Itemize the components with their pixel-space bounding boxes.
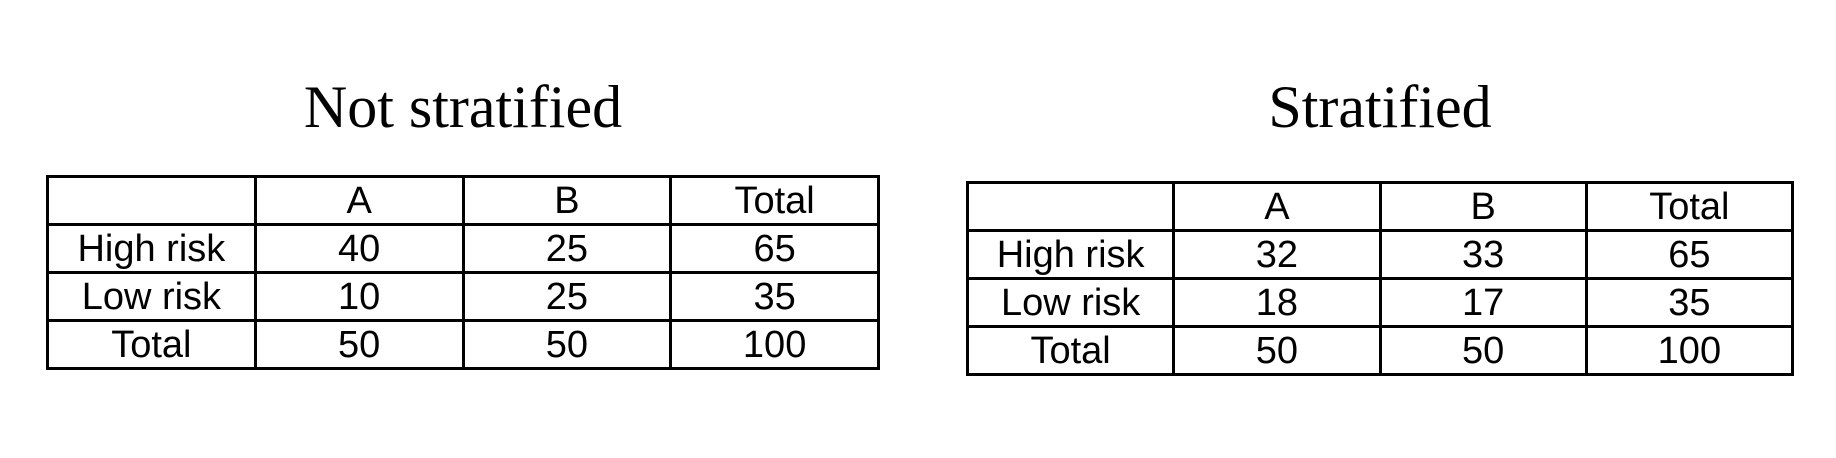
table-row-high-risk: High risk 32 33 65 (965, 229, 1795, 280)
cell-low-risk-b: 25 (461, 271, 673, 322)
cell-high-risk-total: 65 (669, 223, 880, 274)
stratified-title: Stratified (1268, 74, 1492, 140)
table-header-row: A B Total (965, 181, 1795, 232)
cell-total-a: 50 (1172, 325, 1382, 376)
cell-low-risk-total: 35 (1584, 277, 1795, 328)
cell-total-total: 100 (669, 319, 880, 370)
header-cell-total: Total (669, 175, 880, 226)
header-cell-b: B (461, 175, 673, 226)
table-row-low-risk: Low risk 10 25 35 (46, 271, 880, 322)
cell-low-risk-total: 35 (669, 271, 880, 322)
cell-total-a: 50 (253, 319, 465, 370)
not-stratified-panel: Not stratified A B Total High risk 40 25… (46, 72, 880, 370)
table-row-high-risk: High risk 40 25 65 (46, 223, 880, 274)
stratified-panel: Stratified A B Total High risk 32 33 65 … (965, 72, 1795, 376)
cell-total-b: 50 (461, 319, 673, 370)
cell-high-risk-a: 32 (1172, 229, 1382, 280)
table-row-total: Total 50 50 100 (46, 319, 880, 370)
cell-low-risk-b: 17 (1378, 277, 1588, 328)
table-header-row: A B Total (46, 175, 880, 226)
row-label-total: Total (965, 325, 1176, 376)
cell-high-risk-total: 65 (1584, 229, 1795, 280)
cell-low-risk-a: 10 (253, 271, 465, 322)
row-label-total: Total (46, 319, 257, 370)
cell-total-b: 50 (1378, 325, 1588, 376)
cell-high-risk-a: 40 (253, 223, 465, 274)
cell-high-risk-b: 33 (1378, 229, 1588, 280)
not-stratified-title: Not stratified (303, 74, 623, 140)
row-label-high-risk: High risk (46, 223, 257, 274)
row-label-high-risk: High risk (965, 229, 1176, 280)
stratified-table: A B Total High risk 32 33 65 Low risk 18… (965, 181, 1795, 376)
row-label-low-risk: Low risk (965, 277, 1176, 328)
header-cell-total: Total (1584, 181, 1795, 232)
row-label-low-risk: Low risk (46, 271, 257, 322)
header-cell-a: A (1172, 181, 1382, 232)
table-row-low-risk: Low risk 18 17 35 (965, 277, 1795, 328)
header-cell-a: A (253, 175, 465, 226)
cell-total-total: 100 (1584, 325, 1795, 376)
not-stratified-table: A B Total High risk 40 25 65 Low risk 10… (46, 175, 880, 370)
table-row-total: Total 50 50 100 (965, 325, 1795, 376)
header-cell-blank (46, 175, 257, 226)
header-cell-b: B (1378, 181, 1588, 232)
header-cell-blank (965, 181, 1176, 232)
cell-low-risk-a: 18 (1172, 277, 1382, 328)
cell-high-risk-b: 25 (461, 223, 673, 274)
